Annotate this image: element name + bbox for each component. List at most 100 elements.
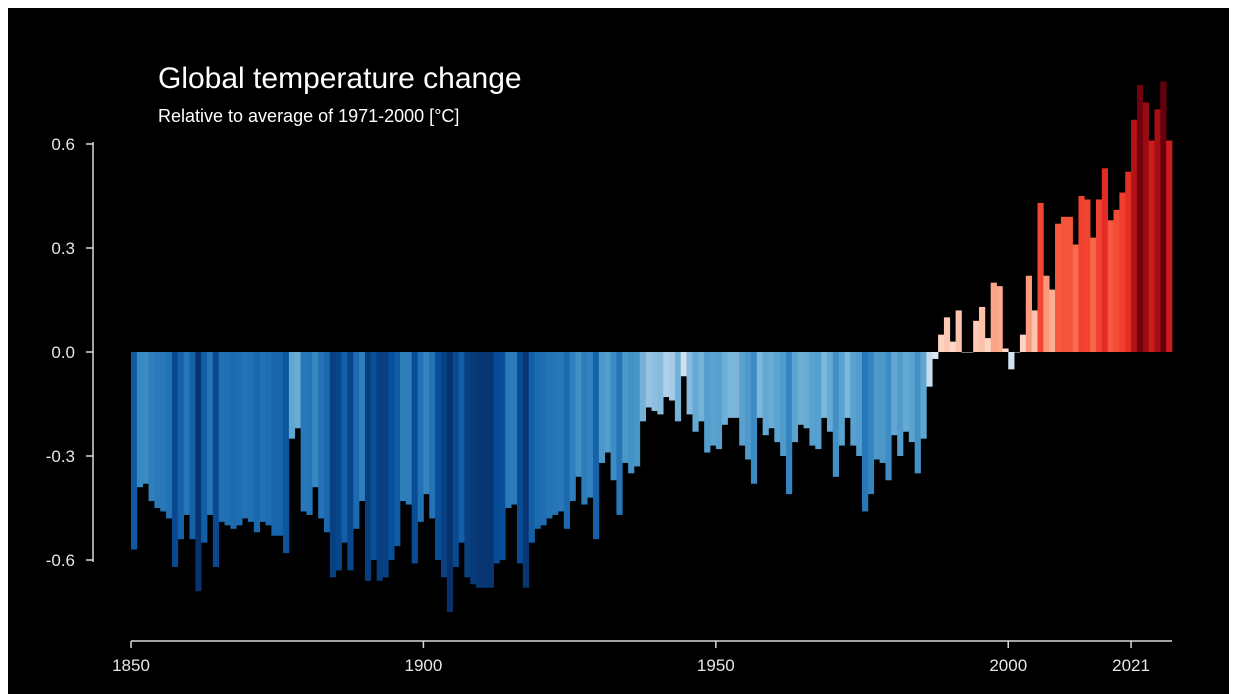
bar-1937 (639, 352, 646, 422)
bar-1958 (762, 352, 769, 436)
bar-1932 (610, 352, 617, 481)
bar-2003 (1025, 275, 1032, 352)
y-tick-label: 0.6 (51, 135, 75, 154)
bar-1931 (604, 352, 611, 453)
bar-1920 (540, 352, 547, 526)
bar-1913 (499, 352, 506, 560)
bar-1891 (370, 352, 377, 560)
bar-1854 (154, 352, 161, 508)
bar-1861 (195, 352, 202, 592)
bar-undefined (1160, 81, 1167, 352)
bar-1980 (891, 352, 898, 436)
bar-1929 (593, 352, 600, 540)
bar-1860 (189, 352, 196, 540)
bar-1904 (446, 352, 454, 612)
bar-1898 (411, 352, 418, 564)
bar-1852 (142, 352, 149, 484)
bar-1950 (715, 352, 723, 450)
bar-2011 (1072, 244, 1079, 352)
bar-2014 (1090, 237, 1097, 352)
bar-1986 (926, 352, 933, 387)
bar-2019 (1119, 192, 1126, 352)
bar-1978 (879, 352, 886, 463)
bar-1926 (575, 352, 582, 477)
bar-1924 (563, 352, 570, 529)
bar-1923 (557, 352, 565, 512)
y-tick-label: -0.3 (46, 447, 75, 466)
bar-1948 (704, 352, 711, 453)
bar-2004 (1031, 310, 1038, 352)
bar-1863 (207, 352, 214, 515)
x-tick-label: 1900 (405, 656, 443, 675)
bar-1853 (148, 352, 155, 502)
bar-1892 (376, 352, 383, 581)
bar-2007 (1049, 289, 1056, 352)
bar-1882 (318, 352, 325, 519)
x-tick-label: 2000 (989, 656, 1027, 675)
y-tick-label: 0.0 (51, 343, 75, 362)
bar-2001 (1014, 352, 1021, 353)
bar-1936 (633, 352, 641, 467)
bar-1864 (212, 352, 220, 567)
bar-1895 (394, 352, 401, 547)
bar-1993 (967, 352, 974, 353)
bar-1885 (335, 352, 342, 571)
bar-1876 (283, 352, 290, 554)
bar-1955 (745, 352, 752, 460)
chart-title: Global temperature change (158, 62, 522, 95)
bar-1934 (622, 352, 629, 463)
bar-1883 (323, 352, 331, 533)
bar-1851 (136, 352, 144, 488)
bar-1889 (359, 352, 366, 502)
bar-1875 (277, 352, 284, 536)
bar-1971 (838, 352, 845, 446)
bar-1857 (171, 352, 179, 567)
bar-1906 (458, 352, 465, 543)
bar-1919 (534, 352, 541, 529)
bar-1995 (979, 306, 986, 352)
bar-1862 (201, 352, 208, 543)
bar-1949 (709, 352, 717, 446)
bar-1888 (353, 352, 360, 529)
bar-1914 (505, 352, 512, 508)
y-tick-label: -0.6 (46, 551, 75, 570)
bar-1903 (440, 352, 448, 578)
bar-1996 (984, 338, 992, 352)
bar-1964 (797, 352, 804, 425)
bar-1868 (236, 352, 243, 526)
bar-1928 (587, 352, 594, 498)
bar-1969 (826, 352, 834, 432)
bar-2017 (1107, 220, 1114, 352)
x-tick-label: 1950 (697, 656, 735, 675)
bar-1974 (856, 352, 863, 456)
bar-1977 (873, 352, 880, 460)
x-tick-label: 1850 (112, 656, 150, 675)
bar-1880 (306, 352, 313, 515)
bar-1962 (786, 352, 793, 495)
bar-1975 (862, 352, 869, 512)
bar-1872 (259, 352, 266, 522)
bar-2021 (1131, 119, 1138, 352)
bar-1981 (897, 352, 904, 456)
bar-1967 (815, 352, 822, 450)
bar-1871 (253, 352, 261, 533)
bar-2016 (1101, 168, 1109, 352)
bar-1933 (616, 352, 623, 515)
bar-1893 (382, 352, 389, 578)
bar-1877 (288, 352, 296, 439)
bar-1870 (247, 352, 255, 522)
bar-1884 (329, 352, 337, 578)
bar-1988 (938, 334, 945, 352)
bar-1939 (651, 352, 658, 411)
bar-1909 (476, 352, 483, 588)
bar-1859 (183, 352, 190, 515)
bar-1916 (516, 352, 524, 564)
bar-1858 (177, 352, 184, 540)
bar-1873 (265, 352, 272, 526)
bar-2009 (1060, 216, 1068, 352)
bar-undefined (1148, 140, 1155, 352)
bar-1991 (955, 310, 962, 352)
bar-2013 (1084, 199, 1091, 352)
bar-1951 (721, 352, 728, 425)
